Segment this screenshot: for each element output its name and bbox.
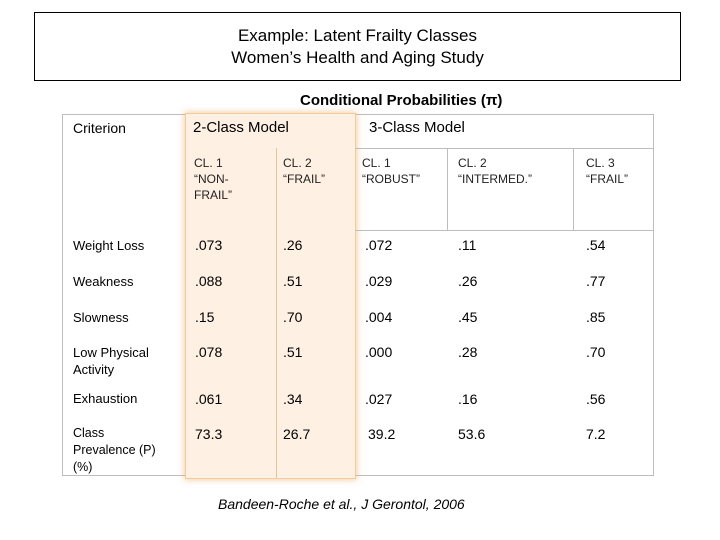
three-class-model-header: 3-Class Model [369, 119, 465, 136]
table-cell: .11 [458, 237, 477, 253]
table-cell: .073 [195, 237, 223, 253]
table-cell: .004 [365, 309, 393, 325]
class-header: CL. 1 “ROBUST” [362, 156, 420, 186]
divider-3class-b [573, 148, 574, 230]
row-label-weakness: Weakness [73, 274, 134, 289]
class-header: CL. 1 “NON- FRAIL” [194, 156, 233, 202]
row-label-slowness: Slowness [73, 310, 129, 325]
row-label-exhaustion: Exhaustion [73, 391, 138, 406]
table-cell: .28 [458, 344, 478, 360]
table-cell: 53.6 [458, 426, 486, 442]
citation: Bandeen-Roche et al., J Gerontol, 2006 [218, 496, 465, 512]
divider-header-top [355, 148, 654, 149]
class-header: CL. 2 “INTERMED.” [458, 156, 532, 186]
table-cell: .85 [586, 309, 606, 325]
table-cell: .70 [586, 344, 606, 360]
table-cell: .029 [365, 273, 393, 289]
divider-header-bottom [355, 230, 654, 231]
table-cell: .072 [365, 237, 393, 253]
table-cell: .77 [586, 273, 606, 289]
divider-3class-a [447, 148, 448, 230]
table-cell: 26.7 [283, 426, 311, 442]
table-frame [62, 114, 654, 476]
table-cell: .16 [458, 391, 478, 407]
table-cell: .061 [195, 391, 223, 407]
title-line-1: Example: Latent Frailty Classes [237, 25, 478, 45]
class-header: CL. 2 “FRAIL” [283, 156, 325, 186]
row-label-low-physical-activity: Low Physical Activity [73, 345, 149, 377]
table-cell: .26 [283, 237, 303, 253]
row-label-class-prevalence: Class Prevalence (P) (%) [73, 426, 156, 474]
table-cell: .000 [365, 344, 393, 360]
table-cell: .51 [283, 344, 303, 360]
table-cell: 73.3 [195, 426, 223, 442]
table-cell: .088 [195, 273, 223, 289]
table-cell: 7.2 [586, 426, 606, 442]
conditional-probabilities-label: Conditional Probabilities (π) [300, 92, 503, 109]
table-cell: .51 [283, 273, 303, 289]
table-cell: 39.2 [368, 426, 396, 442]
table-cell: .34 [283, 391, 303, 407]
divider-2class-inner [276, 148, 277, 478]
table-cell: .15 [195, 309, 215, 325]
class-header: CL. 3 “FRAIL” [586, 156, 628, 186]
two-class-model-header: 2-Class Model [193, 119, 289, 136]
table-cell: .70 [283, 309, 303, 325]
table-cell: .027 [365, 391, 393, 407]
table-cell: .56 [586, 391, 606, 407]
table-cell: .45 [458, 309, 478, 325]
table-cell: .54 [586, 237, 606, 253]
two-class-highlight [186, 114, 355, 478]
row-label-weight-loss: Weight Loss [73, 238, 145, 253]
table-cell: .078 [195, 344, 223, 360]
title-line-2: Women’s Health and Aging Study [231, 47, 484, 67]
title-box: Example: Latent Frailty Classes Women’s … [34, 12, 681, 81]
criterion-header: Criterion [73, 120, 126, 136]
table-cell: .26 [458, 273, 478, 289]
